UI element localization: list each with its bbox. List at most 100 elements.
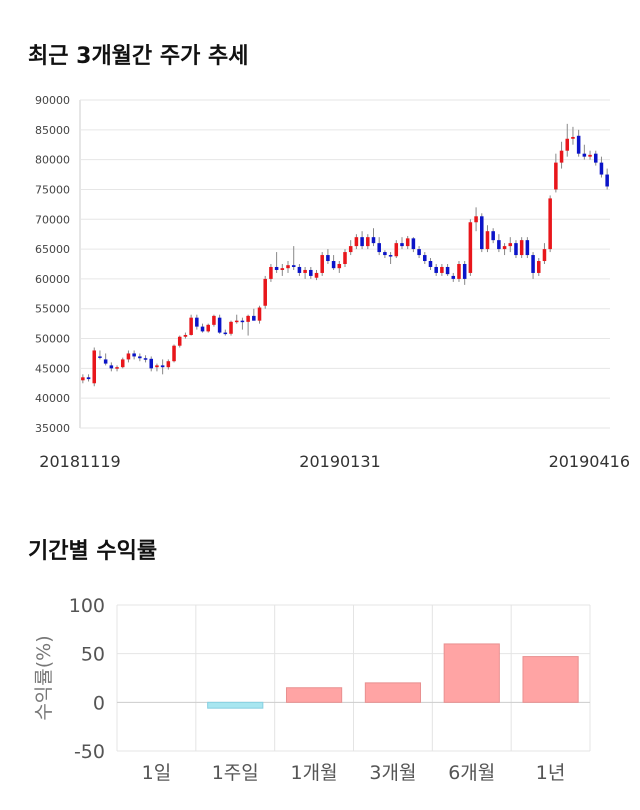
- y-tick-label: 80000: [35, 154, 70, 167]
- candle-body: [542, 249, 547, 262]
- candle-body: [343, 252, 347, 264]
- candle-body: [120, 359, 125, 368]
- y-tick-label: 50: [81, 644, 105, 666]
- candle-body: [132, 353, 136, 357]
- candle-body: [576, 135, 581, 154]
- candle-body: [394, 243, 399, 257]
- candle-body: [200, 326, 205, 332]
- candle-body: [388, 255, 393, 257]
- candle-body: [303, 269, 307, 273]
- candle-body: [274, 266, 279, 270]
- candle-body: [257, 307, 262, 321]
- price-trend-title: 최근 3개월간 주가 추세: [28, 44, 249, 69]
- y-tick-label: 100: [69, 595, 105, 617]
- candle-body: [160, 365, 165, 368]
- candle-body: [98, 356, 102, 358]
- candle-body: [559, 150, 564, 163]
- candle-body: [383, 252, 387, 256]
- candle-body: [474, 216, 478, 223]
- candle-body: [405, 238, 410, 247]
- candle-body: [195, 317, 199, 327]
- candle-body: [582, 153, 587, 157]
- y-tick-label: 85000: [35, 124, 70, 137]
- candle-body: [485, 231, 490, 250]
- candle-body: [451, 275, 456, 279]
- candle-body: [531, 255, 535, 273]
- candle-body: [411, 238, 416, 250]
- candle-body: [280, 268, 285, 270]
- candle-body: [366, 237, 370, 247]
- candle-body: [508, 243, 513, 247]
- y-axis-title: 수익률(%): [33, 635, 55, 720]
- candle-body: [599, 162, 604, 175]
- return-bar: [522, 656, 579, 703]
- candle-body: [138, 356, 142, 359]
- candle-body: [434, 266, 438, 273]
- candle-body: [457, 264, 461, 279]
- returns-title: 기간별 수익률: [28, 539, 158, 564]
- price-candlestick-chart: 90000 85000 80000 75000 70000 65000 60000 55000…: [35, 94, 630, 471]
- candle-body: [309, 269, 313, 276]
- candle-body: [348, 246, 353, 253]
- candle-body: [360, 237, 364, 247]
- candle-body: [502, 246, 507, 250]
- candle-body: [565, 138, 570, 151]
- candle-body: [223, 332, 228, 335]
- y-tick-label: 60000: [35, 273, 70, 286]
- x-tick-label: 20181119: [39, 452, 120, 471]
- candle-body: [377, 243, 381, 253]
- candle-body: [177, 336, 182, 346]
- return-bar: [364, 682, 422, 703]
- candle-body: [491, 231, 495, 241]
- y-tick-label: -50: [74, 741, 105, 763]
- candle-body: [326, 255, 330, 262]
- candle-body: [548, 198, 552, 250]
- candle-body: [480, 216, 484, 250]
- candle-body: [269, 266, 273, 279]
- candle-body: [246, 315, 250, 322]
- candle-body: [297, 266, 302, 273]
- x-category-label: 6개월: [448, 762, 495, 784]
- candle-body: [81, 377, 85, 381]
- candle-body: [588, 154, 592, 157]
- candle-body: [428, 261, 433, 267]
- candle-body: [423, 255, 427, 262]
- candle-body: [155, 365, 159, 368]
- candle-body: [371, 237, 376, 244]
- x-category-label: 1년: [536, 762, 566, 784]
- x-category-label: 1주일: [212, 762, 259, 784]
- candle-body: [400, 243, 404, 247]
- candle-body: [417, 249, 421, 256]
- y-tick-label: 75000: [35, 183, 70, 196]
- y-tick-label: 40000: [35, 392, 70, 405]
- x-category-label: 1일: [142, 762, 172, 784]
- y-tick-label: 90000: [35, 94, 70, 107]
- candle-body: [217, 317, 222, 333]
- x-category-label: 1개월: [291, 762, 338, 784]
- candle-body: [331, 261, 336, 269]
- candle-body: [143, 358, 148, 360]
- candle-body: [525, 240, 530, 256]
- candle-body: [354, 237, 359, 247]
- candle-body: [263, 278, 267, 306]
- candle-body: [126, 353, 131, 360]
- return-bar: [285, 687, 343, 703]
- return-bar: [207, 701, 264, 709]
- candle-body: [149, 358, 154, 369]
- candle-body: [252, 315, 256, 321]
- y-tick-label: 45000: [35, 362, 70, 375]
- y-tick-label: 50000: [35, 333, 70, 346]
- candle-body: [109, 365, 114, 369]
- y-tick-label: 65000: [35, 243, 70, 256]
- candle-body: [605, 174, 609, 187]
- candle-body: [240, 320, 245, 323]
- candle-body: [234, 320, 239, 323]
- candle-body: [286, 265, 290, 269]
- candle-body: [536, 261, 541, 273]
- candle-body: [445, 266, 450, 275]
- candle-body: [337, 264, 342, 269]
- candle-body: [462, 264, 467, 279]
- candle-body: [212, 315, 216, 325]
- y-tick-label: 55000: [35, 303, 70, 316]
- candle-body: [314, 272, 319, 278]
